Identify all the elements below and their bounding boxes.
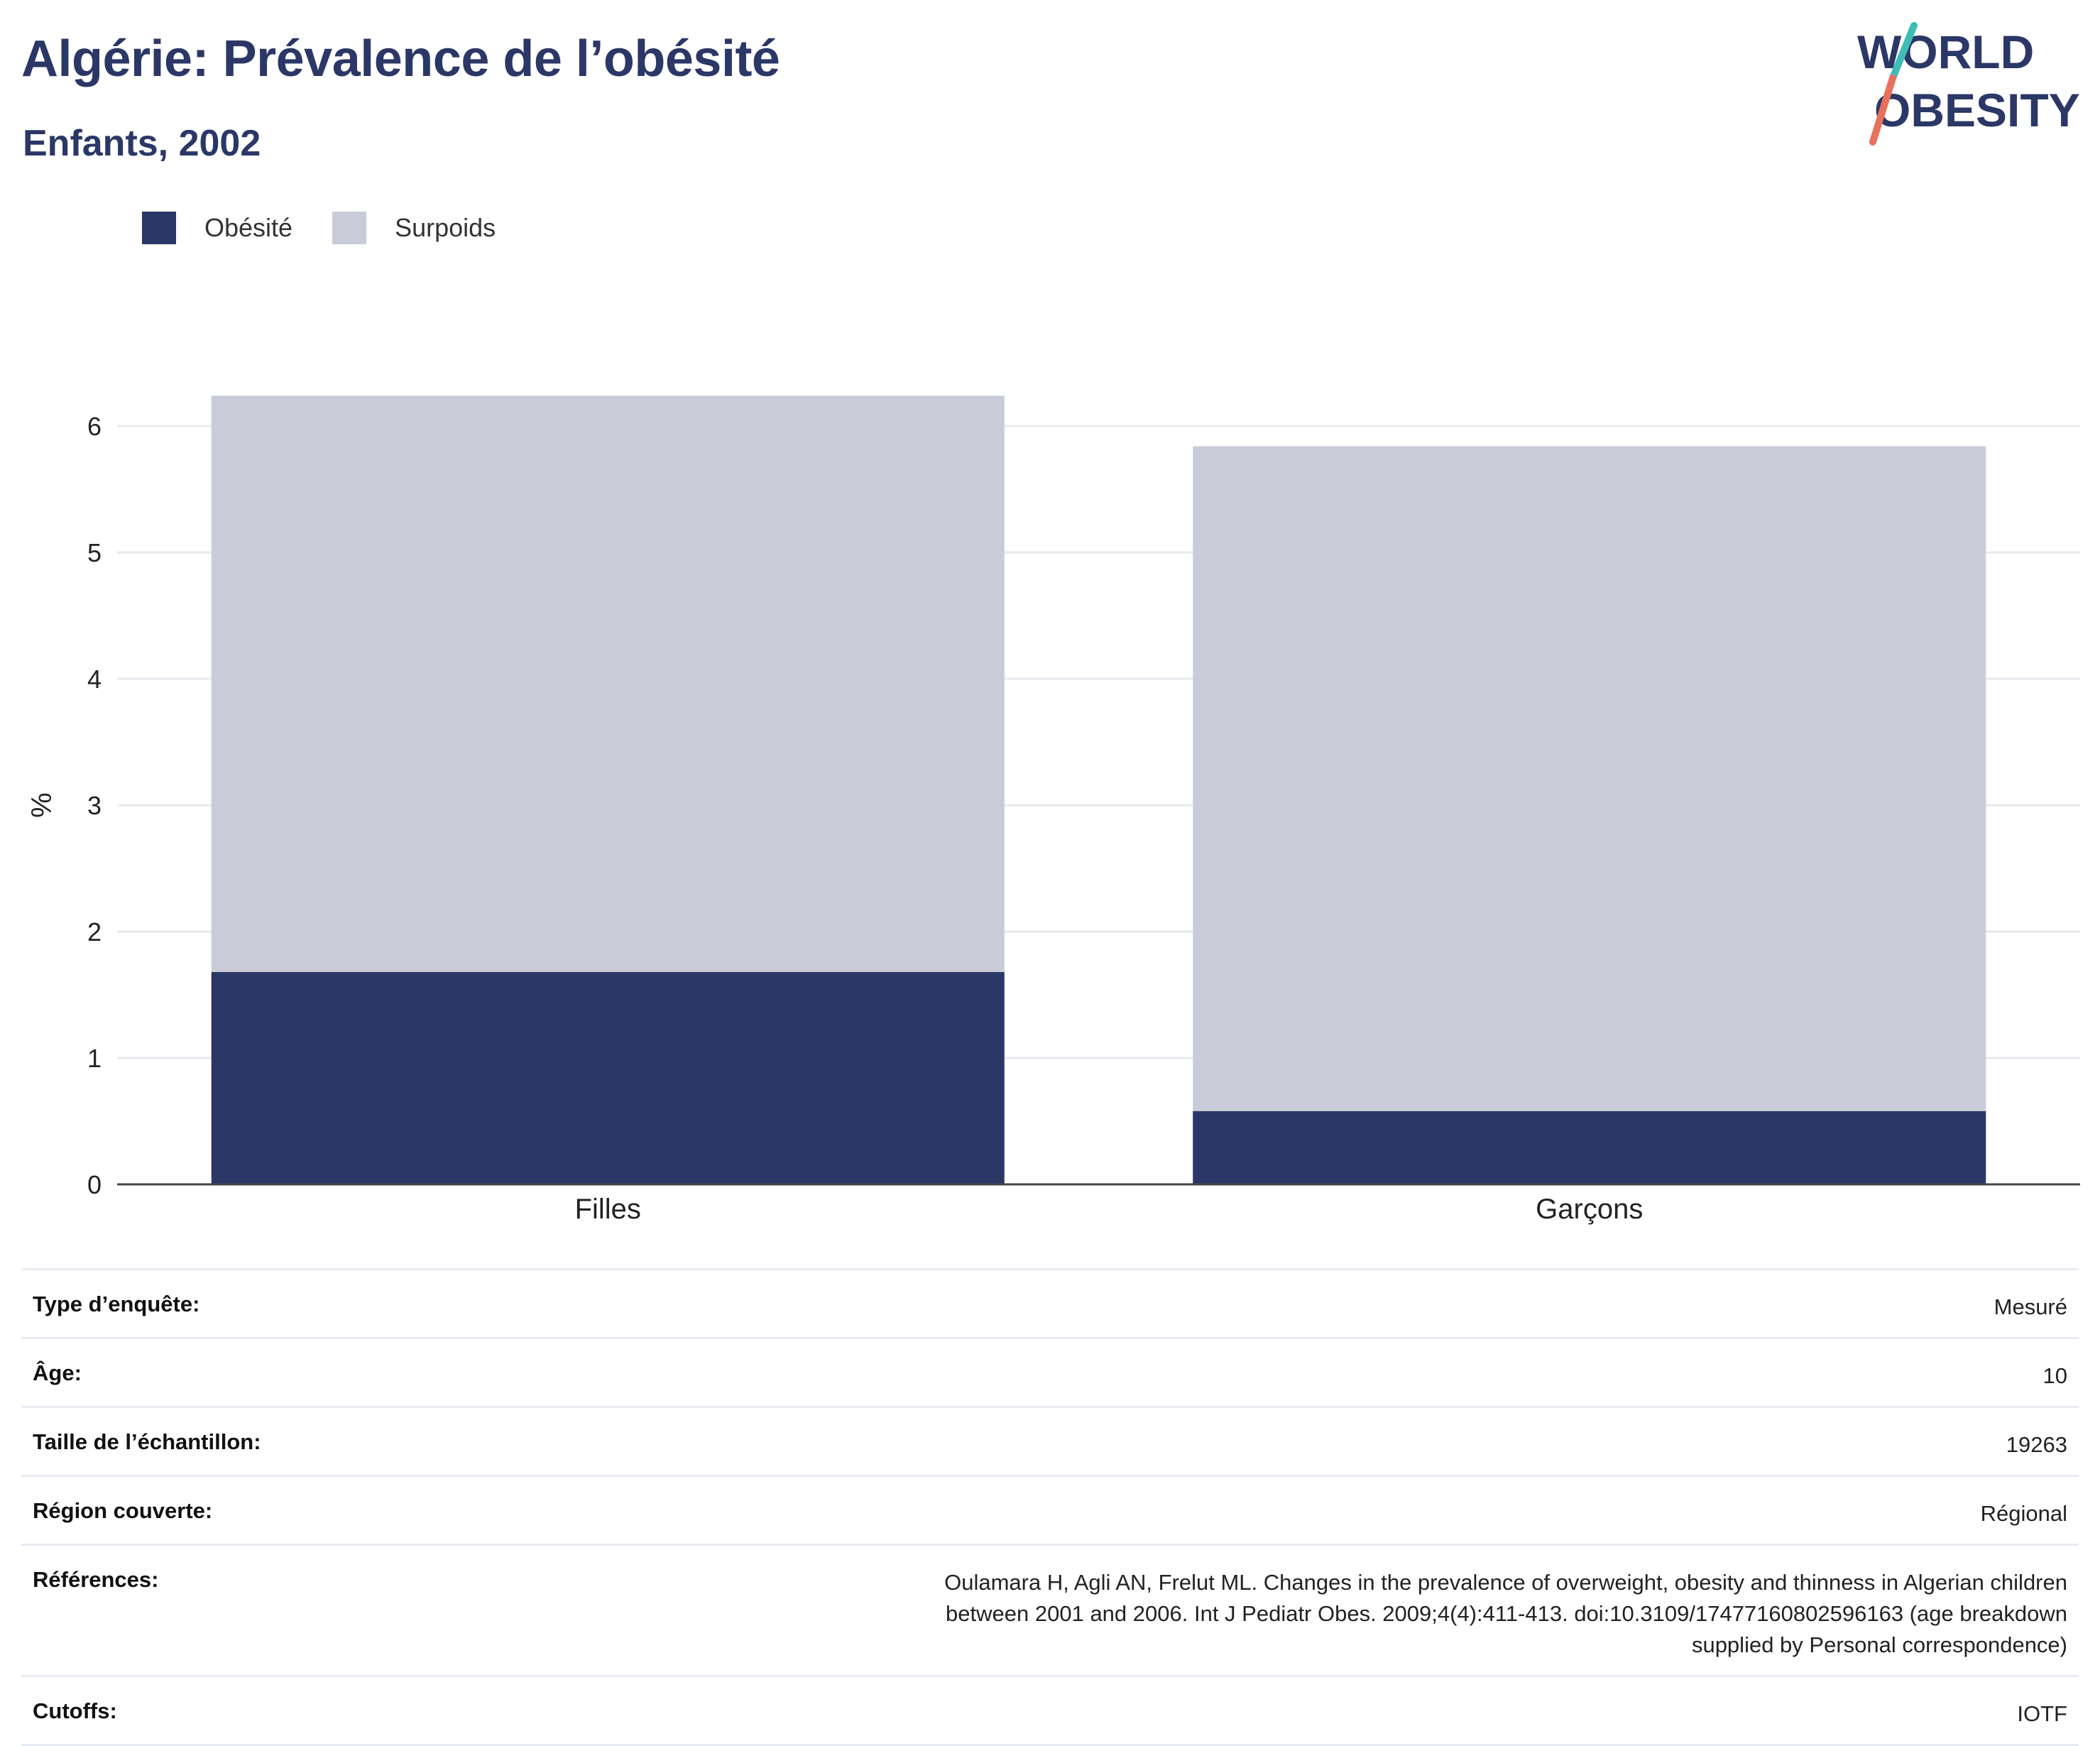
- bar-chart: 0 1 2 3 4 5 6% Filles Garçons: [26, 395, 2080, 1225]
- info-row-sample-size: Taille de l’échantillon: 19263: [21, 1406, 2079, 1476]
- y-tick-label: 5: [87, 538, 102, 567]
- y-tick-label: 4: [87, 665, 102, 694]
- info-value: IOTF: [442, 1675, 2079, 1746]
- x-tick-label: Filles: [575, 1194, 641, 1225]
- y-tick-label: 6: [87, 412, 102, 441]
- bar-obesity: [211, 971, 1005, 1184]
- info-row-cutoffs: Cutoffs: IOTF: [21, 1675, 2079, 1746]
- world-obesity-logo: WORLD OBESITY: [1857, 22, 2080, 146]
- legend-item-obesity[interactable]: Obésité: [142, 212, 292, 244]
- info-row-region: Région couverte: Régional: [21, 1475, 2079, 1545]
- legend-swatch-overweight: [332, 212, 367, 244]
- bar-obesity: [1193, 1111, 1986, 1184]
- info-value: 19263: [442, 1406, 2079, 1476]
- info-label: Type d’enquête:: [21, 1268, 442, 1338]
- info-value: Régional: [442, 1475, 2079, 1545]
- legend-swatch-obesity: [142, 212, 176, 244]
- legend-item-overweight[interactable]: Surpoids: [332, 212, 496, 244]
- bar-overweight: [211, 395, 1005, 972]
- info-label: Taille de l’échantillon:: [21, 1406, 442, 1476]
- info-value: Oulamara H, Agli AN, Frelut ML. Changes …: [442, 1544, 2079, 1676]
- logo-text-obesity: OBESITY: [1874, 84, 2080, 136]
- y-tick-label: 1: [87, 1044, 102, 1073]
- info-label: Âge:: [21, 1337, 442, 1407]
- logo-slash-bottom: [1869, 75, 1896, 146]
- logo-slash-top: [1889, 22, 1918, 82]
- legend-label-overweight: Surpoids: [395, 213, 496, 242]
- info-value: 10: [442, 1337, 2079, 1407]
- x-tick-label: Garçons: [1536, 1194, 1643, 1225]
- y-tick-label: 2: [87, 917, 102, 946]
- survey-info-table: Type d’enquête: Mesuré Âge: 10 Taille de…: [21, 1268, 2079, 1746]
- y-tick-label: 3: [87, 791, 102, 820]
- info-label: Cutoffs:: [21, 1675, 442, 1746]
- legend: Obésité Surpoids: [142, 212, 535, 244]
- y-axis-label: %: [26, 792, 58, 818]
- y-tick-label: 0: [87, 1170, 102, 1199]
- bar-overweight: [1193, 446, 1986, 1111]
- info-row-age: Âge: 10: [21, 1337, 2079, 1407]
- logo-text-world: WORLD: [1857, 26, 2034, 78]
- info-row-survey-type: Type d’enquête: Mesuré: [21, 1268, 2079, 1338]
- chart-subtitle: Enfants, 2002: [23, 123, 261, 164]
- info-row-references: Références: Oulamara H, Agli AN, Frelut …: [21, 1544, 2079, 1676]
- info-value: Mesuré: [442, 1268, 2079, 1338]
- legend-label-obesity: Obésité: [204, 213, 293, 242]
- chart-title: Algérie: Prévalence de l’obésité: [21, 31, 780, 87]
- info-label: Références:: [21, 1544, 442, 1676]
- info-label: Région couverte:: [21, 1475, 442, 1545]
